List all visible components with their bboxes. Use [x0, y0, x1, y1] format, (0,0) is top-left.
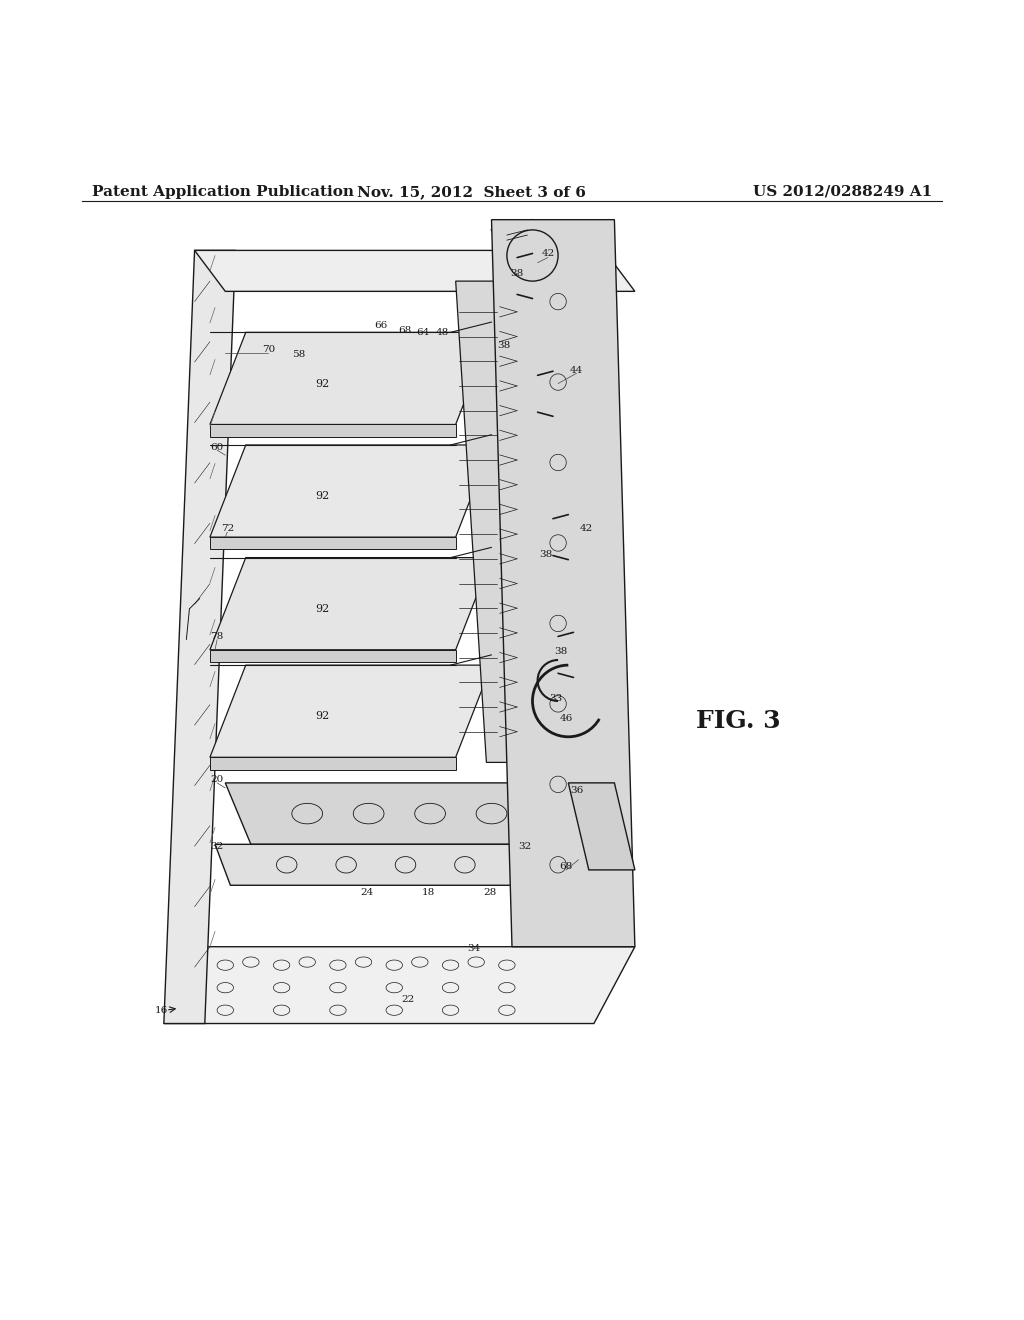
Polygon shape: [492, 219, 553, 251]
Text: 36: 36: [570, 785, 583, 795]
Text: US 2012/0288249 A1: US 2012/0288249 A1: [753, 185, 932, 199]
Polygon shape: [210, 445, 492, 537]
Polygon shape: [210, 557, 492, 649]
Polygon shape: [195, 251, 635, 292]
Text: 44: 44: [570, 366, 583, 375]
Text: 68: 68: [398, 326, 411, 335]
Polygon shape: [210, 649, 456, 663]
Text: 72: 72: [221, 524, 233, 533]
Text: 32: 32: [519, 842, 531, 851]
Text: 28: 28: [483, 888, 496, 898]
Text: 92: 92: [315, 711, 330, 721]
Text: FIG. 3: FIG. 3: [696, 709, 781, 734]
Text: 78: 78: [211, 632, 223, 642]
Polygon shape: [225, 783, 599, 845]
Text: 16: 16: [156, 1006, 168, 1015]
Text: 24: 24: [360, 888, 373, 898]
Polygon shape: [210, 665, 492, 758]
Polygon shape: [568, 783, 635, 870]
Text: 46: 46: [560, 714, 572, 723]
Polygon shape: [456, 281, 532, 763]
Polygon shape: [210, 333, 492, 425]
Polygon shape: [164, 946, 635, 1023]
Polygon shape: [210, 758, 456, 770]
Text: 60: 60: [211, 442, 223, 451]
Text: 68: 68: [560, 862, 572, 871]
Text: 22: 22: [401, 995, 414, 1005]
Text: 92: 92: [315, 491, 330, 502]
Text: 38: 38: [511, 269, 523, 279]
Text: 18: 18: [422, 888, 434, 898]
Text: 70: 70: [262, 346, 274, 354]
Text: 66: 66: [375, 321, 387, 330]
Text: 92: 92: [315, 603, 330, 614]
Text: 38: 38: [540, 550, 552, 560]
Polygon shape: [215, 845, 614, 886]
Text: 38: 38: [555, 647, 567, 656]
Text: 42: 42: [542, 249, 554, 257]
Text: 32: 32: [211, 842, 223, 851]
Polygon shape: [164, 251, 236, 1023]
Polygon shape: [492, 219, 635, 946]
Polygon shape: [512, 276, 563, 300]
Text: 42: 42: [581, 524, 593, 533]
Text: 58: 58: [293, 350, 305, 359]
Text: Patent Application Publication: Patent Application Publication: [92, 185, 354, 199]
Text: Nov. 15, 2012  Sheet 3 of 6: Nov. 15, 2012 Sheet 3 of 6: [356, 185, 586, 199]
Text: 48: 48: [436, 327, 449, 337]
Polygon shape: [517, 281, 579, 763]
Text: 64: 64: [417, 327, 429, 337]
Polygon shape: [210, 425, 456, 437]
Text: 34: 34: [468, 944, 480, 953]
Text: 38: 38: [498, 341, 510, 350]
Polygon shape: [210, 537, 456, 549]
Text: 92: 92: [315, 379, 330, 388]
Text: 20: 20: [211, 775, 223, 784]
Text: 33: 33: [550, 694, 562, 704]
